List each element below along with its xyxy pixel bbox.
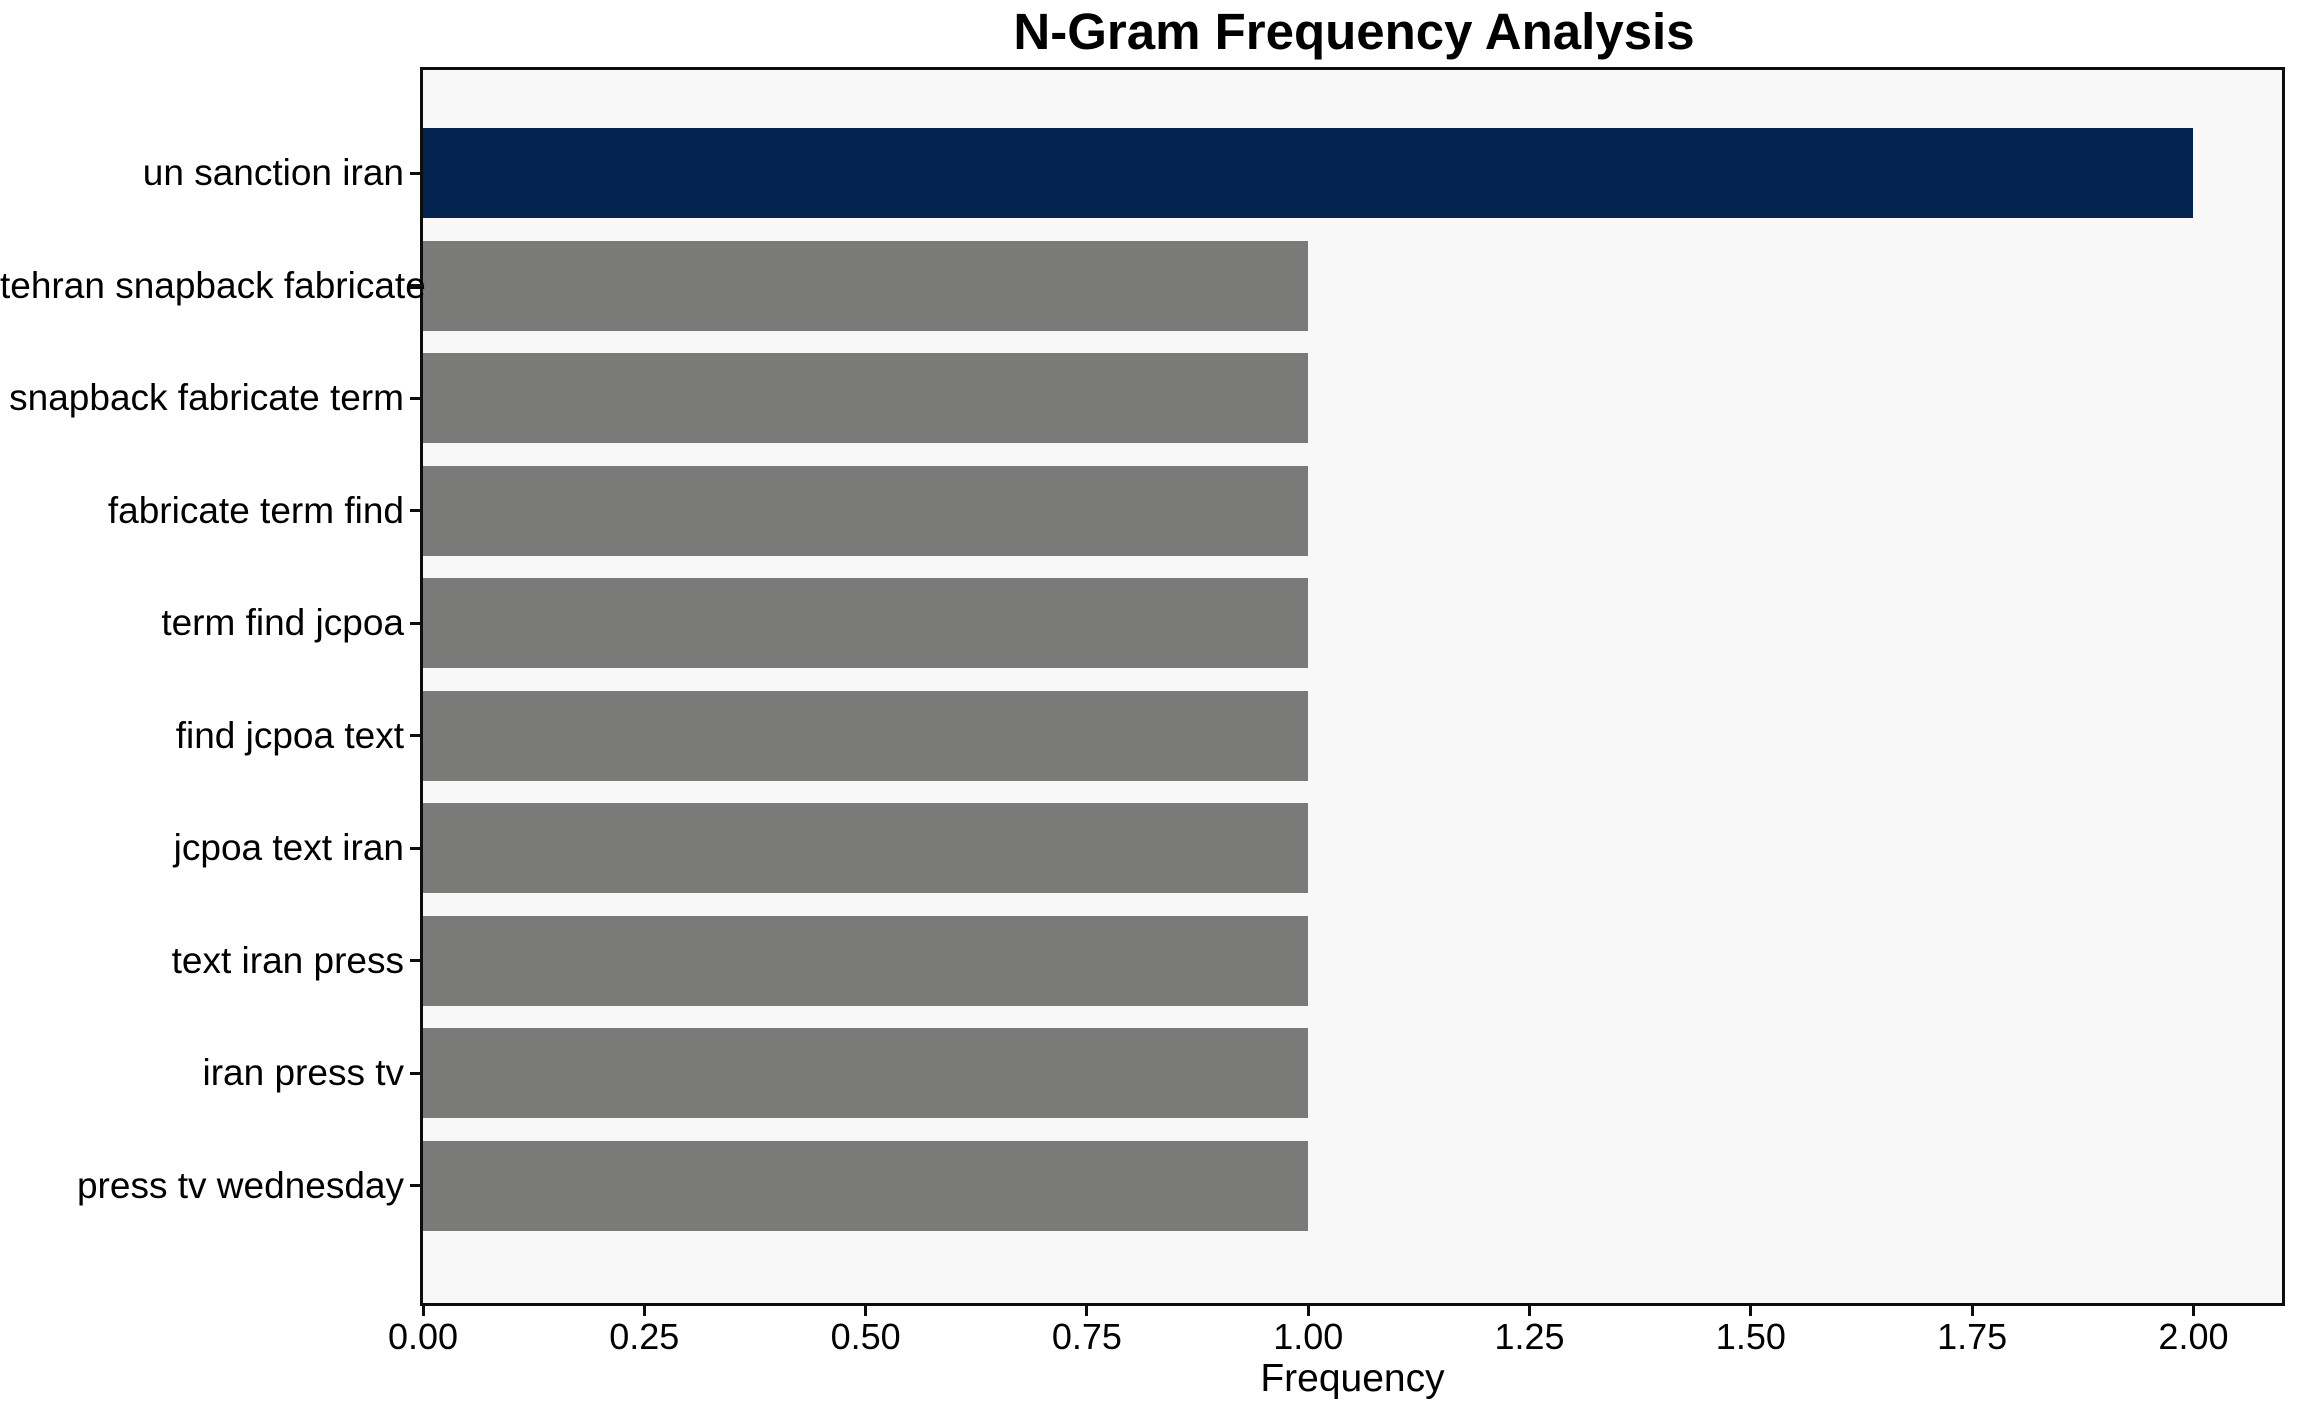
bar-2 (423, 353, 1308, 443)
y-tick-mark (410, 284, 423, 287)
bar-4 (423, 578, 1308, 668)
y-tick-mark (410, 1184, 423, 1187)
bar-9 (423, 1140, 1308, 1231)
bar-1 (423, 240, 1308, 331)
x-tick-mark (1528, 1304, 1532, 1316)
x-tick-label: 1.00 (1273, 1316, 1344, 1357)
y-tick-label: term find jcpoa (161, 602, 404, 643)
y-tick-mark (410, 1071, 423, 1075)
y-tick-label: jcpoa text iran (173, 827, 404, 868)
x-tick-label: 0.50 (830, 1316, 901, 1357)
y-tick-label: iran press tv (202, 1052, 404, 1093)
y-tick-mark (410, 396, 423, 400)
x-tick-mark (864, 1304, 868, 1316)
y-tick-mark (410, 959, 423, 962)
x-tick-mark (421, 1304, 425, 1316)
x-axis-label: Frequency (1260, 1357, 1445, 1400)
x-tick-label: 2.00 (2158, 1316, 2229, 1357)
x-tick-mark (2191, 1304, 2195, 1316)
bar-6 (423, 803, 1308, 893)
bar-0 (423, 128, 2193, 218)
y-tick-mark (410, 846, 423, 850)
x-tick-mark (1306, 1304, 1310, 1316)
bar-8 (423, 1028, 1308, 1118)
x-tick-label: 0.00 (387, 1316, 459, 1357)
x-tick-label: 0.75 (1051, 1316, 1122, 1357)
x-tick-mark (642, 1304, 646, 1316)
y-tick-label: find jcpoa text (175, 714, 404, 756)
x-tick-mark (1970, 1304, 1974, 1316)
x-tick-label: 0.25 (609, 1316, 680, 1357)
y-tick-label: snapback fabricate term (9, 377, 404, 418)
y-tick-mark (410, 509, 423, 512)
x-tick-label: 1.25 (1494, 1316, 1565, 1357)
bars-container (423, 70, 2282, 1303)
bar-7 (423, 915, 1308, 1006)
y-tick-label: text iran press (171, 939, 404, 981)
x-tick-label: 1.50 (1715, 1316, 1786, 1357)
y-tick-label: press tv wednesday (76, 1164, 404, 1206)
y-tick-label: tehran snapback fabricate (0, 264, 426, 306)
y-tick-mark (410, 621, 423, 625)
chart-title: N-Gram Frequency Analysis (1013, 3, 1695, 60)
y-tick-label: un sanction iran (142, 152, 404, 193)
bar-3 (423, 465, 1308, 556)
x-tick-mark (1085, 1304, 1089, 1316)
x-tick-label: 1.75 (1937, 1316, 2008, 1357)
y-tick-mark (410, 171, 423, 175)
x-tick-mark (1749, 1304, 1753, 1316)
y-tick-label: fabricate term find (107, 489, 404, 531)
plot-area (420, 67, 2285, 1306)
y-tick-mark (410, 734, 423, 737)
bar-5 (423, 690, 1308, 781)
